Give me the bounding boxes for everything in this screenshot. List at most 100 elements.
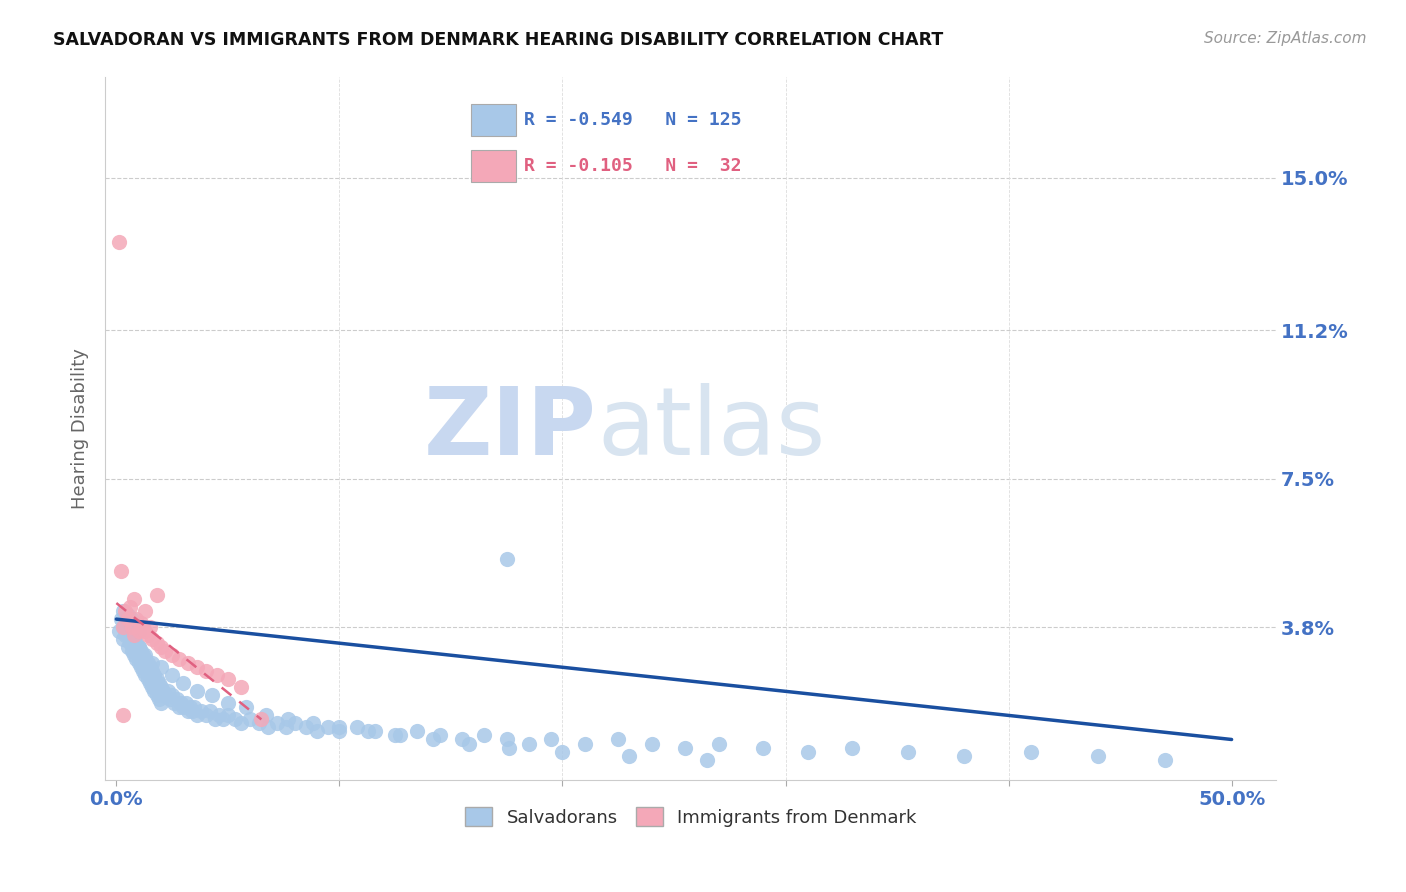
Text: SALVADORAN VS IMMIGRANTS FROM DENMARK HEARING DISABILITY CORRELATION CHART: SALVADORAN VS IMMIGRANTS FROM DENMARK HE… bbox=[53, 31, 943, 49]
Point bbox=[194, 708, 217, 723]
Point bbox=[134, 668, 156, 682]
Point bbox=[128, 640, 150, 655]
Point bbox=[128, 640, 150, 655]
Point bbox=[346, 721, 368, 735]
Point bbox=[517, 737, 540, 751]
Point bbox=[277, 713, 299, 727]
Point bbox=[136, 657, 159, 671]
Point bbox=[953, 748, 976, 763]
Point bbox=[149, 640, 172, 655]
Point bbox=[205, 668, 228, 682]
Point bbox=[457, 737, 479, 751]
Point bbox=[696, 753, 718, 767]
Point bbox=[177, 705, 200, 719]
Text: Source: ZipAtlas.com: Source: ZipAtlas.com bbox=[1204, 31, 1367, 46]
Point bbox=[112, 604, 135, 618]
Point bbox=[673, 740, 696, 755]
Point bbox=[121, 612, 143, 626]
Point bbox=[170, 697, 193, 711]
Point bbox=[328, 721, 350, 735]
Point bbox=[186, 708, 208, 723]
Point bbox=[707, 737, 730, 751]
Point bbox=[186, 684, 208, 698]
Point bbox=[208, 708, 231, 723]
Point bbox=[132, 665, 155, 679]
Point bbox=[148, 676, 170, 690]
Point bbox=[129, 616, 152, 631]
Point bbox=[134, 652, 156, 666]
Point bbox=[156, 684, 179, 698]
Point bbox=[179, 700, 201, 714]
Point bbox=[619, 748, 641, 763]
Point bbox=[797, 745, 820, 759]
Point bbox=[177, 657, 200, 671]
Point bbox=[212, 713, 235, 727]
Point bbox=[201, 689, 224, 703]
Point bbox=[149, 660, 172, 674]
Point bbox=[121, 628, 143, 642]
Point bbox=[110, 612, 132, 626]
Point bbox=[155, 644, 177, 658]
Y-axis label: Hearing Disability: Hearing Disability bbox=[72, 348, 89, 509]
Point bbox=[107, 624, 129, 639]
Point bbox=[307, 724, 329, 739]
Point bbox=[155, 689, 177, 703]
Point bbox=[495, 732, 517, 747]
Point bbox=[136, 628, 159, 642]
Point bbox=[117, 628, 139, 642]
Point bbox=[132, 648, 155, 663]
Point bbox=[129, 644, 152, 658]
Point bbox=[122, 632, 145, 647]
Point bbox=[254, 708, 277, 723]
Text: atlas: atlas bbox=[598, 383, 825, 475]
Point bbox=[607, 732, 630, 747]
Point bbox=[132, 620, 155, 634]
Point bbox=[125, 636, 148, 650]
Point bbox=[224, 713, 246, 727]
Point bbox=[163, 697, 186, 711]
Point bbox=[129, 660, 152, 674]
Point bbox=[136, 673, 159, 687]
Point bbox=[122, 592, 145, 607]
Point bbox=[117, 608, 139, 623]
Point bbox=[152, 684, 174, 698]
Point bbox=[121, 636, 143, 650]
Point bbox=[112, 620, 135, 634]
Point bbox=[384, 729, 406, 743]
Point bbox=[114, 620, 136, 634]
Point bbox=[295, 721, 318, 735]
Text: ZIP: ZIP bbox=[425, 383, 598, 475]
Point bbox=[217, 708, 239, 723]
Point bbox=[301, 716, 323, 731]
Point bbox=[122, 648, 145, 663]
Point bbox=[112, 620, 135, 634]
Point bbox=[145, 689, 167, 703]
Point bbox=[160, 689, 183, 703]
Point bbox=[117, 640, 139, 655]
Point bbox=[1019, 745, 1042, 759]
Point bbox=[250, 713, 273, 727]
Point bbox=[247, 716, 270, 731]
Point bbox=[159, 692, 181, 706]
Point bbox=[128, 624, 150, 639]
Point bbox=[194, 665, 217, 679]
Point bbox=[107, 235, 129, 249]
Point bbox=[145, 636, 167, 650]
Point bbox=[183, 700, 205, 714]
Point bbox=[231, 681, 253, 695]
Point bbox=[1087, 748, 1109, 763]
Point bbox=[134, 604, 156, 618]
Point bbox=[128, 624, 150, 639]
Point bbox=[118, 620, 141, 634]
Point bbox=[574, 737, 596, 751]
Point bbox=[139, 660, 162, 674]
Point bbox=[141, 665, 163, 679]
Point bbox=[172, 676, 194, 690]
Point bbox=[198, 705, 221, 719]
Point bbox=[217, 697, 239, 711]
Point bbox=[422, 732, 444, 747]
Point bbox=[121, 620, 143, 634]
Point bbox=[841, 740, 863, 755]
Point bbox=[235, 700, 257, 714]
Point bbox=[141, 657, 163, 671]
